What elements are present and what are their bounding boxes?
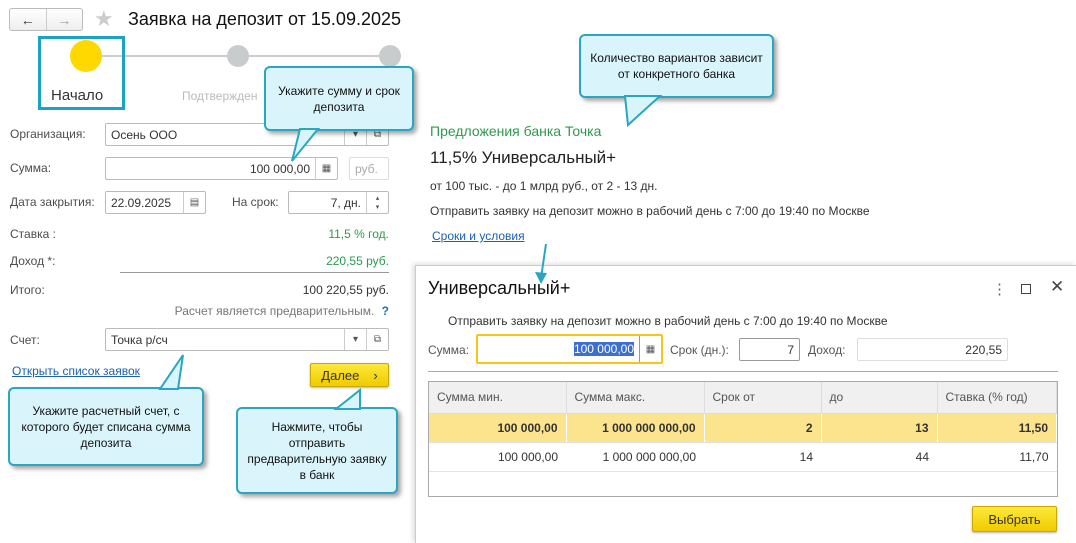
step-label-confirm: Подтвержден [182,89,258,103]
dialog-income-field: 220,55 [857,338,1008,361]
star-icon[interactable]: ★ [94,6,114,31]
column-header[interactable]: Сумма макс. [566,382,705,414]
divider [120,272,389,273]
close-date-label: Дата закрытия: [10,195,95,209]
cell: 14 [704,442,821,472]
account-label: Счет: [10,333,40,347]
table-row[interactable]: 100 000,00 1 000 000 000,00 2 13 11,50 [429,413,1057,443]
cell: 11,50 [937,413,1057,443]
dialog-term-value: 7 [787,342,794,357]
dialog-income-label: Доход: [808,343,846,357]
bank-title: Предложения банка Точка [430,123,602,139]
step-dot [227,45,249,67]
close-date-value: 22.09.2025 [111,195,172,210]
account-field[interactable]: Точка р/сч ▾ ⧉ [105,328,389,351]
income-value: 220,55 руб. [326,254,389,268]
step-dot-active [70,40,102,72]
column-header[interactable]: до [821,382,938,414]
calculator-icon[interactable]: ▦ [639,336,661,362]
offer-conditions: от 100 тыс. - до 1 млрд руб., от 2 - 13 … [430,179,658,193]
term-field[interactable]: 7, дн. ▴ ▾ [288,191,389,214]
terms-link[interactable]: Сроки и условия [432,229,525,243]
rates-table: Сумма мин. Сумма макс. Срок от до Ставка… [428,381,1058,497]
column-header[interactable]: Срок от [704,382,822,414]
dialog-sum-label: Сумма: [428,343,470,357]
chevron-right-icon: › [373,367,378,383]
dialog-sum-field[interactable]: 100 000,00 ▦ [476,334,663,364]
sum-field[interactable]: 100 000,00 ▦ [105,157,338,180]
close-icon[interactable]: ✕ [1050,277,1065,296]
callout-account: Укажите расчетный счет, с которого будет… [8,387,204,466]
org-value: Осень ООО [111,127,178,142]
total-label: Итого: [10,283,45,297]
open-icon[interactable]: ⧉ [366,124,388,145]
cell: 1 000 000 000,00 [566,442,704,472]
more-icon[interactable]: ⋮ [992,281,1007,298]
cell: 2 [704,413,822,443]
table-header: Сумма мин. Сумма макс. Срок от до Ставка… [429,382,1057,414]
table-row[interactable]: 100 000,00 1 000 000 000,00 14 44 11,70 [429,442,1057,472]
step-start-box[interactable] [38,36,125,110]
next-label: Далее [321,367,360,383]
dialog-income-value: 220,55 [965,342,1002,357]
dropdown-icon[interactable]: ▾ [344,124,366,145]
rate-label: Ставка : [10,227,56,241]
calendar-icon[interactable]: ▤ [183,192,205,213]
offer-schedule: Отправить заявку на депозит можно в рабо… [430,204,870,218]
sum-label: Сумма: [10,161,52,175]
open-icon[interactable]: ⧉ [366,329,388,350]
preliminary-note: Расчет является предварительным. ? [175,304,389,318]
cell: 100 000,00 [429,413,567,443]
column-header[interactable]: Ставка (% год) [937,382,1057,414]
spinner-icon[interactable]: ▴ ▾ [366,192,388,213]
forward-button[interactable]: → [57,11,72,28]
term-label: На срок: [232,195,279,209]
currency-value: руб. [355,161,378,176]
rate-value: 11,5 % год. [328,227,389,241]
dialog-schedule: Отправить заявку на депозит можно в рабо… [448,314,888,328]
dialog-term-label: Срок (дн.): [670,343,729,357]
divider [428,371,1058,372]
next-button[interactable]: Далее › [310,363,389,387]
product-dialog: Универсальный+ ⋮ ✕ Отправить заявку на д… [415,265,1076,543]
open-list-link[interactable]: Открыть список заявок [12,364,140,378]
cell: 11,70 [937,442,1057,472]
calculator-icon[interactable]: ▦ [315,158,337,179]
income-label: Доход *: [10,254,56,268]
sum-value: 100 000,00 [249,161,310,176]
maximize-icon[interactable] [1021,284,1031,294]
step-dot [379,45,401,67]
term-value: 7, дн. [330,195,361,210]
dialog-term-field[interactable]: 7 [739,338,800,361]
column-header[interactable]: Сумма мин. [429,382,567,414]
back-button[interactable]: ← [10,9,47,30]
select-button[interactable]: Выбрать [972,506,1057,532]
total-value: 100 220,55 руб. [302,283,389,297]
currency-field: руб. [349,157,389,180]
org-label: Организация: [10,127,86,141]
close-date-field[interactable]: 22.09.2025 ▤ [105,191,206,214]
note-text: Расчет является предварительным. [174,304,375,318]
account-value: Точка р/сч [111,332,168,347]
help-icon[interactable]: ? [381,304,389,318]
nav-buttons: ← → [9,8,83,31]
dialog-sum-value: 100 000,00 [573,342,634,356]
cell: 1 000 000 000,00 [566,413,705,443]
dialog-title: Универсальный+ [428,278,571,298]
cell: 44 [821,442,937,472]
callout-sum: Укажите сумму и срок депозита [264,66,414,131]
cell: 13 [821,413,938,443]
callout-next: Нажмите, чтобы отправить предварительную… [236,407,398,494]
cell: 100 000,00 [429,442,566,472]
dropdown-icon[interactable]: ▾ [344,329,366,350]
product-title: 11,5% Универсальный+ [430,148,617,167]
page-title: Заявка на депозит от 15.09.2025 [128,9,401,29]
callout-variants: Количество вариантов зависит от конкретн… [579,34,774,98]
step-label-start: Начало [51,87,104,104]
